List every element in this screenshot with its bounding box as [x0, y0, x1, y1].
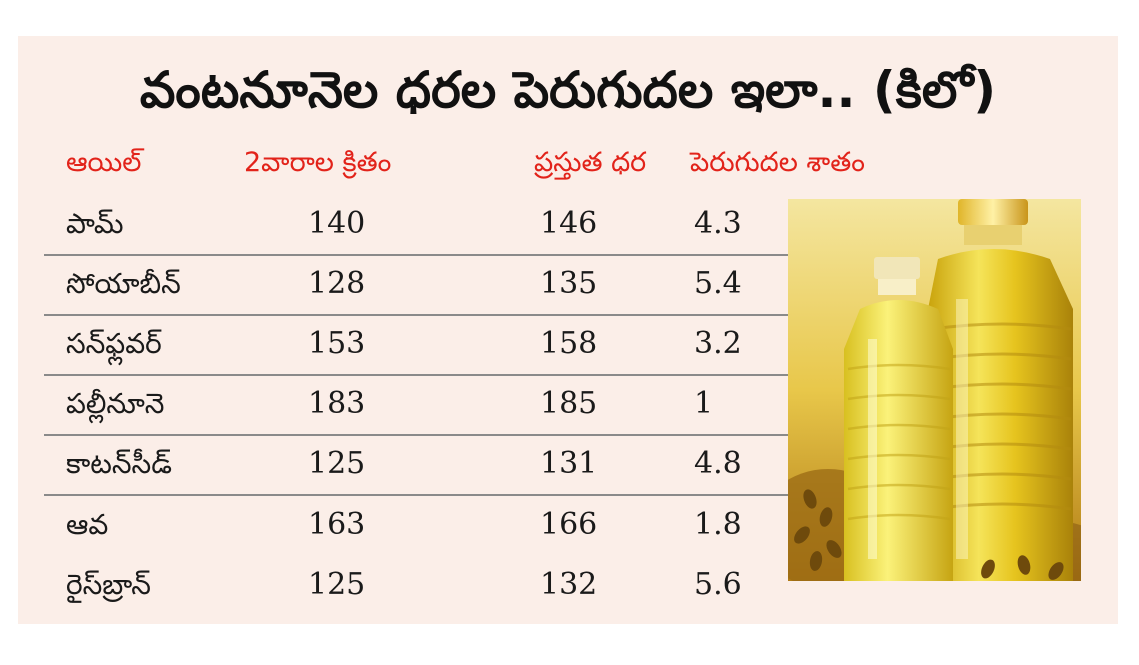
table-row: సన్‌ఫ్లవర్ 153 158 3.2	[44, 314, 804, 376]
small-oil-bottle	[844, 257, 953, 581]
increase-percent: 1	[694, 386, 714, 421]
table-row: రైస్‌బ్రాన్ 125 132 5.6	[44, 555, 804, 615]
price-current: 131	[540, 446, 598, 481]
header-current-price: ప్రస్తుత ధర	[534, 147, 647, 178]
price-table-panel: వంటనూనెల ధరల పెరుగుదల ఇలా.. (కిలో) ఆయిల్…	[18, 36, 1118, 624]
oil-name: సోయాబీన్	[66, 267, 181, 300]
increase-percent: 5.4	[694, 266, 742, 301]
sunflower-seeds	[794, 489, 1064, 580]
increase-percent: 4.3	[694, 206, 742, 241]
table-row: సోయాబీన్ 128 135 5.4	[44, 254, 804, 316]
oil-name: పల్లీనూనె	[66, 387, 165, 420]
header-oil: ఆయిల్	[66, 147, 142, 178]
header-two-weeks-ago: 2వారాల క్రితం	[244, 147, 392, 178]
increase-percent: 3.2	[694, 326, 742, 361]
increase-percent: 4.8	[694, 446, 742, 481]
price-current: 132	[540, 567, 598, 602]
oil-name: సన్‌ఫ్లవర్	[66, 327, 162, 360]
price-current: 185	[540, 386, 598, 421]
price-two-weeks-ago: 128	[308, 266, 366, 301]
price-two-weeks-ago: 125	[308, 446, 366, 481]
header-increase-percent: పెరుగుదల శాతం	[690, 147, 865, 178]
price-current: 135	[540, 266, 598, 301]
price-current: 166	[540, 507, 598, 542]
oil-bottles-photo	[788, 199, 1081, 581]
price-two-weeks-ago: 153	[308, 326, 366, 361]
table-row: కాటన్‌సీడ్ 125 131 4.8	[44, 434, 804, 496]
price-two-weeks-ago: 183	[308, 386, 366, 421]
price-two-weeks-ago: 140	[308, 206, 366, 241]
table-row: ఆవ 163 166 1.8	[44, 495, 804, 555]
oil-name: కాటన్‌సీడ్	[66, 447, 172, 480]
table-row: పామ్ 140 146 4.3	[44, 194, 804, 256]
increase-percent: 1.8	[694, 507, 742, 542]
price-current: 158	[540, 326, 598, 361]
table-row: పల్లీనూనె 183 185 1	[44, 374, 804, 436]
price-two-weeks-ago: 125	[308, 567, 366, 602]
oil-name: పామ్	[66, 207, 124, 240]
page-title: వంటనూనెల ధరల పెరుగుదల ఇలా.. (కిలో)	[139, 61, 997, 119]
increase-percent: 5.6	[694, 567, 742, 602]
oil-name: ఆవ	[66, 508, 109, 541]
price-current: 146	[540, 206, 598, 241]
price-two-weeks-ago: 163	[308, 507, 366, 542]
oil-name: రైస్‌బ్రాన్	[66, 568, 151, 601]
oil-bottles-illustration	[788, 199, 1081, 581]
